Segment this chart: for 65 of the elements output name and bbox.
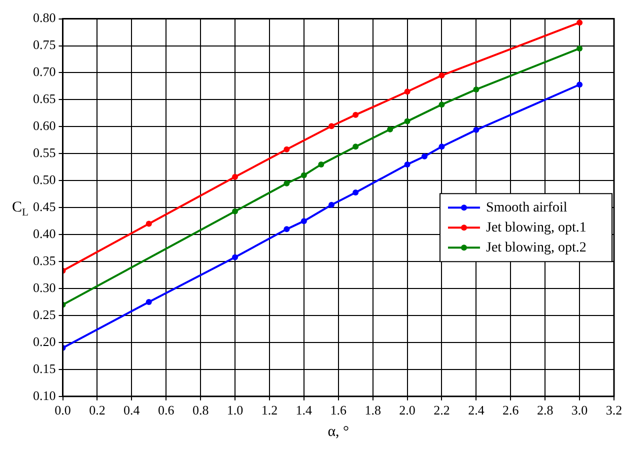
point (352, 189, 359, 196)
x-axis-title: α, ° (328, 424, 350, 440)
y-tick-label: 0.35 (33, 252, 56, 268)
legend-label: Smooth airfoil (486, 200, 568, 216)
y-tick-label: 0.40 (33, 226, 56, 241)
point (438, 72, 445, 78)
point (146, 220, 152, 227)
point (473, 86, 480, 92)
x-tick-label: 0.8 (192, 402, 209, 418)
point (318, 161, 324, 168)
point (284, 180, 290, 186)
point (284, 226, 290, 232)
point (232, 174, 238, 180)
x-tick-label: 1.4 (296, 402, 313, 418)
point (300, 218, 307, 224)
point (300, 172, 307, 178)
y-tick-label: 0.75 (33, 37, 56, 52)
legend-label: Jet blowing, opt.2 (486, 240, 586, 256)
y-tick-label: 0.55 (33, 145, 56, 160)
x-tick-label: 2.0 (399, 402, 416, 418)
x-tick-label: 1.6 (330, 402, 347, 418)
point (404, 161, 410, 168)
y-tick-label: 0.70 (33, 64, 56, 80)
x-tick-label: 0.6 (158, 402, 175, 418)
point (422, 153, 428, 160)
point (438, 102, 445, 108)
y-tick-label: 0.60 (33, 118, 56, 134)
legend-label: Jet blowing, opt.1 (486, 220, 586, 236)
point (387, 126, 394, 132)
x-tick-label: 2.6 (502, 402, 520, 418)
point (352, 112, 359, 118)
point (404, 88, 410, 95)
x-tick-label: 3.2 (606, 402, 622, 418)
point (473, 126, 480, 133)
y-tick-label: 0.65 (33, 91, 56, 106)
x-tick-label: 2.4 (468, 402, 485, 418)
point (576, 20, 583, 26)
point (328, 123, 334, 130)
x-tick-label: 0.4 (124, 402, 140, 418)
x-tick-label: 1.2 (261, 402, 278, 418)
y-tick-label: 0.80 (33, 10, 56, 26)
x-tick-label: 0.0 (54, 402, 71, 418)
x-tick-label: 0.2 (89, 402, 106, 418)
y-tick-label: 0.50 (33, 172, 56, 188)
y-tick-label: 0.15 (33, 360, 56, 376)
point (146, 299, 152, 305)
y-tick-label: 0.30 (33, 280, 56, 295)
y-tick-label: 0.25 (33, 306, 56, 322)
y-tick-label: 0.20 (33, 334, 56, 349)
x-tick-label: 2.2 (434, 402, 450, 418)
point (232, 254, 238, 260)
point (328, 202, 334, 208)
point (352, 144, 359, 150)
point (404, 118, 410, 124)
x-tick-label: 1.0 (226, 402, 244, 418)
point (576, 45, 583, 52)
x-tick-label: 3.0 (571, 402, 588, 418)
point (284, 146, 290, 152)
x-tick-label: 2.8 (536, 402, 554, 418)
x-tick-label: 1.8 (364, 402, 381, 418)
point (232, 208, 238, 214)
y-tick-label: 0.10 (33, 388, 56, 403)
y-tick-label: 0.45 (33, 199, 56, 214)
point (576, 82, 583, 88)
point (438, 144, 445, 150)
